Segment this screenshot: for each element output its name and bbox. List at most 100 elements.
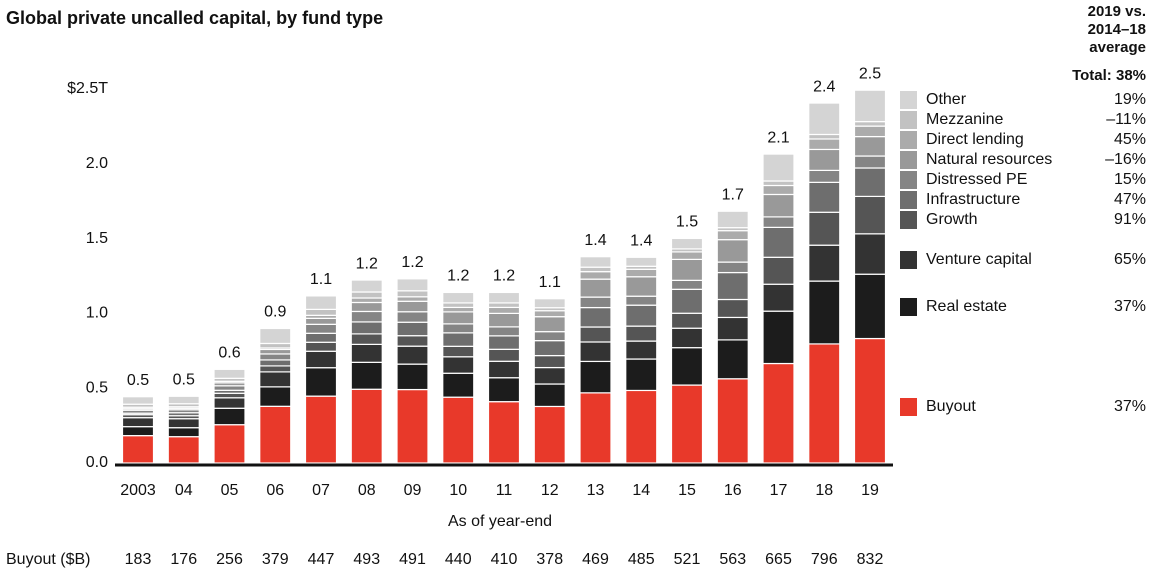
buyout-value: 176 — [170, 551, 197, 568]
bar-segment — [533, 331, 566, 342]
x-tick-label: 14 — [632, 482, 650, 499]
x-tick-label: 05 — [221, 482, 239, 499]
value-row-label: Buyout ($B) — [6, 551, 90, 568]
legend-swatch — [900, 298, 917, 316]
legend-change: 45% — [1114, 131, 1146, 148]
bar-segment — [487, 335, 521, 350]
bar-segment — [396, 363, 429, 391]
bar-segment — [167, 436, 200, 464]
buyout-value: 485 — [628, 551, 655, 568]
bar-segment — [670, 251, 704, 260]
bar-segment — [853, 273, 887, 340]
bar-segment — [487, 348, 521, 362]
bar-segment — [853, 125, 887, 138]
total-label: 1.2 — [401, 254, 423, 271]
y-tick-label: 1.0 — [86, 305, 108, 322]
bar-segment — [579, 326, 612, 343]
x-tick-label: 13 — [587, 482, 605, 499]
legend-change: 91% — [1114, 211, 1146, 228]
legend-swatch — [900, 211, 917, 229]
buyout-value: 563 — [719, 551, 746, 568]
x-tick-label: 06 — [266, 482, 284, 499]
bar-segment — [533, 298, 566, 309]
bar-segment — [579, 266, 612, 273]
bar-segment — [259, 353, 292, 361]
legend-swatch — [900, 191, 917, 209]
total-label: 1.5 — [676, 214, 698, 231]
total-label: 1.1 — [310, 271, 332, 288]
bar-segment — [259, 386, 292, 407]
bar-segment — [808, 211, 841, 246]
legend-label: Growth — [926, 211, 978, 228]
bar-segment — [579, 392, 612, 464]
bar-segment — [304, 332, 338, 343]
change-header: 2019 vs. — [1088, 3, 1146, 20]
bar-segment — [350, 291, 383, 299]
legend-change: 37% — [1114, 298, 1146, 315]
buyout-value: 469 — [582, 551, 609, 568]
legend-change: 15% — [1114, 171, 1146, 188]
bar-segment — [670, 327, 704, 349]
bar-segment — [853, 89, 887, 123]
bar-segment — [304, 350, 338, 369]
bar-segment — [808, 343, 841, 464]
bar-segment — [808, 244, 841, 282]
total-label: 0.9 — [264, 304, 286, 321]
bar-segment — [853, 195, 887, 235]
legend-label: Venture capital — [926, 251, 1032, 268]
buyout-value: 521 — [674, 551, 701, 568]
total-label: 1.7 — [722, 186, 744, 203]
bar-segment — [487, 306, 521, 314]
x-tick-label: 12 — [541, 482, 559, 499]
change-header: average — [1089, 39, 1146, 56]
bar-segment — [762, 362, 795, 464]
legend-swatch — [900, 131, 917, 149]
bar-segment — [350, 279, 383, 293]
buyout-value: 379 — [262, 551, 289, 568]
x-tick-label: 08 — [358, 482, 376, 499]
bar-segment — [579, 296, 612, 309]
legend-change: 47% — [1114, 191, 1146, 208]
bar-segment — [121, 396, 155, 405]
bar-segment — [670, 258, 704, 281]
bar-segment — [716, 271, 749, 301]
bar-segment — [670, 279, 704, 290]
bar-segment — [396, 290, 429, 298]
bar-segment — [670, 312, 704, 329]
bar-segment — [579, 341, 612, 363]
buyout-value: 493 — [353, 551, 380, 568]
bar-segment — [259, 327, 292, 345]
bar-segment — [533, 340, 566, 357]
legend-swatch — [900, 398, 917, 416]
change-header: 2014–18 — [1088, 21, 1146, 38]
bar-segment — [442, 356, 475, 374]
x-tick-label: 11 — [496, 482, 513, 499]
bar-segment — [259, 342, 292, 349]
bar-segment — [304, 367, 338, 397]
bar-segment — [304, 341, 338, 352]
bar-segment — [442, 345, 475, 358]
bar-segment — [304, 317, 338, 325]
bar-segment — [853, 135, 887, 157]
buyout-value: 410 — [491, 551, 518, 568]
bar-segment — [670, 288, 704, 314]
legend-change: 19% — [1114, 91, 1146, 108]
legend-swatch — [900, 151, 917, 169]
bar-segment — [442, 332, 475, 347]
x-tick-label: 17 — [770, 482, 788, 499]
bar-segment — [396, 345, 429, 365]
bar-segment — [808, 169, 841, 183]
bar-segment — [304, 395, 338, 464]
bar-segment — [625, 268, 658, 278]
bar-segment — [350, 297, 383, 304]
total-label: 1.4 — [584, 232, 606, 249]
bar-segment — [487, 377, 521, 403]
bar-segment — [213, 392, 246, 399]
bar-segment — [396, 321, 429, 337]
bar-segment — [716, 230, 749, 241]
bar-segment — [442, 396, 475, 464]
bar-segment — [625, 256, 658, 267]
bar-segment — [762, 256, 795, 285]
bar-segment — [213, 397, 246, 409]
bar-segment — [625, 358, 658, 392]
